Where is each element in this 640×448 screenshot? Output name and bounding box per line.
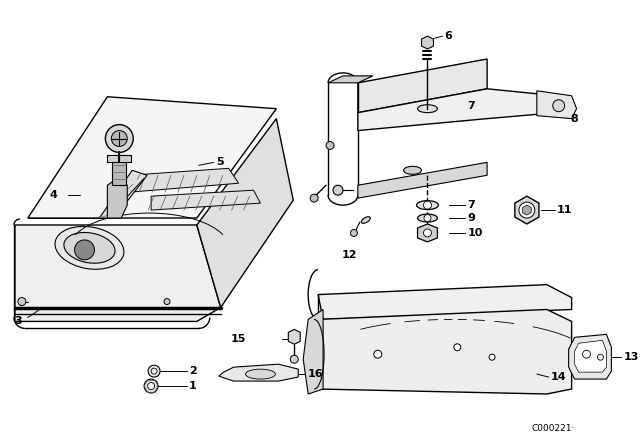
Circle shape — [454, 344, 461, 351]
Text: 2: 2 — [189, 366, 196, 376]
Circle shape — [333, 185, 343, 195]
Polygon shape — [113, 155, 126, 185]
Circle shape — [144, 379, 158, 393]
Circle shape — [148, 365, 160, 377]
Circle shape — [18, 297, 26, 306]
Polygon shape — [358, 89, 557, 130]
Polygon shape — [129, 168, 239, 192]
Circle shape — [111, 130, 127, 146]
Polygon shape — [151, 190, 260, 210]
Text: 16: 16 — [308, 369, 324, 379]
Polygon shape — [358, 162, 487, 198]
Ellipse shape — [362, 217, 371, 223]
Text: 6: 6 — [444, 31, 452, 41]
Polygon shape — [99, 170, 147, 218]
Polygon shape — [288, 329, 300, 345]
Circle shape — [310, 194, 318, 202]
Ellipse shape — [419, 106, 435, 112]
Circle shape — [351, 229, 357, 237]
Ellipse shape — [417, 105, 437, 112]
Polygon shape — [575, 340, 607, 372]
Polygon shape — [28, 97, 276, 218]
Circle shape — [326, 142, 334, 150]
Circle shape — [374, 350, 381, 358]
Circle shape — [598, 354, 604, 360]
Polygon shape — [417, 224, 437, 242]
Polygon shape — [108, 155, 131, 162]
Polygon shape — [219, 364, 298, 381]
Circle shape — [553, 100, 564, 112]
Text: 1: 1 — [189, 381, 196, 391]
Circle shape — [164, 298, 170, 305]
Polygon shape — [197, 119, 293, 307]
Polygon shape — [523, 205, 531, 215]
Ellipse shape — [417, 201, 438, 210]
Polygon shape — [358, 59, 487, 112]
Text: 13: 13 — [623, 352, 639, 362]
Circle shape — [106, 125, 133, 152]
Text: 7: 7 — [467, 200, 475, 210]
Polygon shape — [422, 36, 433, 49]
Text: 14: 14 — [551, 372, 566, 382]
Circle shape — [424, 201, 431, 209]
Polygon shape — [328, 76, 372, 83]
Circle shape — [519, 202, 535, 218]
Text: 4: 4 — [50, 190, 58, 200]
Polygon shape — [568, 334, 611, 379]
Circle shape — [148, 383, 155, 389]
Circle shape — [74, 240, 95, 260]
Polygon shape — [537, 91, 577, 119]
Circle shape — [151, 368, 157, 374]
Text: 8: 8 — [571, 114, 579, 124]
Polygon shape — [318, 310, 572, 394]
Text: 9: 9 — [467, 213, 475, 223]
Ellipse shape — [64, 233, 115, 263]
Ellipse shape — [417, 214, 437, 222]
Circle shape — [489, 354, 495, 360]
Text: 15: 15 — [231, 334, 246, 345]
Circle shape — [424, 229, 431, 237]
Polygon shape — [515, 196, 539, 224]
Polygon shape — [318, 284, 572, 319]
Text: 10: 10 — [467, 228, 483, 238]
Text: 11: 11 — [557, 205, 572, 215]
Text: C000221·: C000221· — [532, 424, 575, 433]
Ellipse shape — [246, 369, 275, 379]
Polygon shape — [303, 310, 323, 394]
Polygon shape — [108, 178, 127, 218]
Text: 3: 3 — [14, 316, 22, 327]
Text: 7: 7 — [467, 101, 475, 111]
Circle shape — [424, 215, 431, 221]
Circle shape — [582, 350, 591, 358]
Text: 5: 5 — [216, 157, 223, 168]
Polygon shape — [15, 225, 221, 321]
Ellipse shape — [55, 226, 124, 269]
Circle shape — [291, 355, 298, 363]
Ellipse shape — [404, 166, 422, 174]
Text: 12: 12 — [342, 250, 358, 260]
